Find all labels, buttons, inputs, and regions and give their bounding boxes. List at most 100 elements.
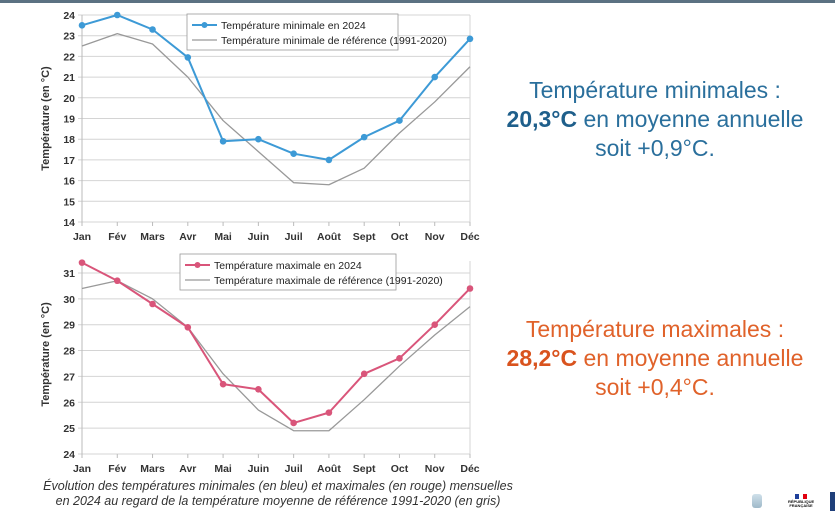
min-x-tick-label: Juil [285,231,303,243]
summary-maximal: Température maximales : 28,2°C en moyenn… [475,315,835,402]
max-data-point [184,323,192,331]
max-x-tick-label: Fév [108,463,126,475]
min-y-tick-label: 18 [63,134,75,146]
max-y-axis-label: Température (en °C) [40,302,52,407]
min-x-tick-label: Juin [248,231,270,243]
max-x-tick-label: Juin [248,463,270,475]
min-x-tick-label: Avr [179,231,196,243]
caption-line-2: en 2024 au regard de la température moye… [55,494,501,508]
summary-min-value-line: 20,3°C en moyenne annuelle [475,105,835,134]
min-legend-label: Température minimale en 2024 [221,20,366,32]
min-y-tick-label: 23 [63,31,75,43]
min-legend-marker [201,22,208,28]
flag-icon [795,494,807,499]
max-x-tick-label: Sept [353,463,376,475]
min-x-tick-label: Mai [214,231,232,243]
republique-francaise-text: RÉPUBLIQUE FRANÇAISE [788,499,815,508]
min-y-tick-label: 17 [63,155,75,167]
max-x-tick-label: Nov [425,463,445,475]
min-data-point [149,26,156,33]
min-y-tick-label: 19 [63,114,75,126]
max-y-tick-label: 31 [63,268,75,280]
summary-max-delta: soit +0,4°C. [595,374,715,400]
max-data-point [431,321,439,328]
min-y-tick-label: 24 [63,10,75,22]
min-data-point [78,22,86,29]
max-legend-label: Température maximale de référence (1991-… [214,275,443,287]
max-data-point [290,419,297,427]
min-legend-box [186,13,399,51]
chart-maximal-temperatures: 24 25 26 27 28 29 30 31 Jan Fév Mars Avr Mai Juin Juil… [40,253,480,475]
min-x-tick-label: Sept [353,231,376,243]
min-y-tick-label: 15 [63,196,75,208]
figure-caption: Évolution des températures minimales (en… [0,479,556,509]
max-x-tick-label: Mai [214,463,232,475]
summary-minimal: Température minimales : 20,3°C en moyenn… [475,76,835,163]
min-data-point [325,156,333,164]
max-y-tick-label: 25 [63,423,75,435]
min-x-tick-label: Mars [140,231,165,243]
chart-minimal-temperatures: 14 15 16 17 18 19 20 21 22 23 24 Jan Fév Mars Avr Mai Ju… [40,10,480,243]
max-y-tick-label: 29 [63,320,75,332]
max-data-point [255,386,262,393]
republique-francaise-logo: RÉPUBLIQUE FRANÇAISE [788,494,814,508]
min-y-tick-label: 22 [63,51,75,63]
footer-logos: RÉPUBLIQUE FRANÇAISE [748,490,835,511]
max-y-tick-label: 30 [63,294,75,306]
partner-logo [752,494,762,508]
summary-min-delta: soit +0,9°C. [595,135,715,161]
summary-min-value: 20,3°C [506,106,578,132]
min-x-tick-label: Août [317,231,341,243]
min-x-tick-label: Fév [108,231,126,243]
min-x-tick-label: Nov [425,231,445,243]
max-y-tick-label: 24 [63,449,75,461]
max-data-point [466,285,474,292]
min-data-point [466,35,474,43]
top-border-bar [0,0,835,3]
max-data-point [113,277,121,285]
summary-min-heading: Température minimales : [529,77,781,103]
min-x-tick-label: Jan [73,231,91,243]
max-x-tick-label: Déc [460,463,479,475]
min-data-point [219,137,227,145]
min-data-point [113,11,121,19]
caption-line-1: Évolution des températures minimales (en… [43,479,513,493]
min-data-point [396,117,403,124]
max-series-reference-line [81,280,471,432]
max-y-tick-label: 27 [63,371,75,383]
max-x-tick-label: Mars [140,463,165,475]
summary-max-value-suffix: en moyenne annuelle [577,345,804,371]
min-series-reference-line [81,32,471,186]
summary-max-value-line: 28,2°C en moyenne annuelle [475,344,835,373]
min-legend-label: Température minimale de référence (1991-… [221,35,447,47]
max-x-tick-label: Avr [179,463,196,475]
max-data-point [325,409,333,416]
partner-logo-edge [830,492,835,511]
max-data-point [219,380,227,388]
summary-max-heading: Température maximales : [525,316,785,342]
min-x-tick-label: Déc [460,231,479,243]
min-data-point [360,133,368,141]
max-x-tick-label: Juil [285,463,303,475]
min-series-2024-line [81,14,471,161]
min-y-tick-label: 16 [63,176,75,188]
min-data-point [184,54,192,61]
summary-max-value: 28,2°C [506,345,578,371]
max-series-2024-line [81,261,471,424]
max-y-tick-label: 26 [63,397,75,409]
max-x-tick-label: Août [317,463,341,475]
min-y-tick-label: 21 [63,72,75,84]
max-legend-box [179,253,397,291]
max-legend-marker [194,262,201,268]
max-legend-label: Température maximale en 2024 [214,260,362,272]
max-data-point [396,355,403,362]
max-y-tick-label: 28 [63,346,75,358]
min-y-tick-label: 14 [63,217,75,229]
min-x-tick-label: Oct [391,231,409,243]
min-data-point [431,73,439,81]
max-data-point [149,300,156,308]
max-data-point [360,370,368,378]
min-y-axis-label: Température (en °C) [40,66,52,171]
min-data-point [290,150,297,157]
min-data-point [255,135,262,143]
